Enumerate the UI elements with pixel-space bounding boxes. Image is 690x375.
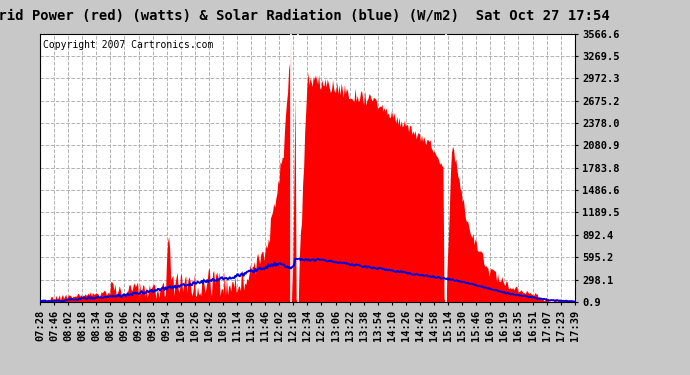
Text: Copyright 2007 Cartronics.com: Copyright 2007 Cartronics.com bbox=[43, 40, 213, 51]
Text: Grid Power (red) (watts) & Solar Radiation (blue) (W/m2)  Sat Oct 27 17:54: Grid Power (red) (watts) & Solar Radiati… bbox=[0, 9, 610, 23]
